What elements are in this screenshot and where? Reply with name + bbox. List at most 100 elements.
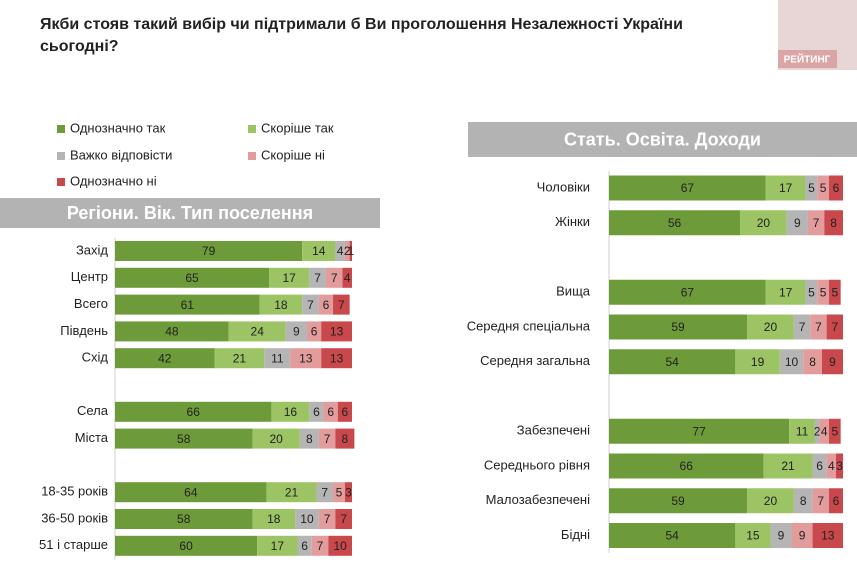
bar-segment: [325, 267, 343, 288]
value-label: 1: [347, 244, 354, 258]
value-label: 61: [181, 298, 195, 312]
bar-segment: [333, 482, 345, 503]
bar-segment: [826, 314, 843, 340]
bar-segment: [765, 175, 806, 201]
bar-segment: [337, 401, 352, 422]
section-header-box: [0, 198, 380, 228]
bar-segment: [271, 401, 310, 422]
value-label: 16: [284, 405, 298, 419]
bar-segment: [828, 418, 841, 444]
value-label: 18: [274, 298, 288, 312]
value-label: 24: [251, 325, 265, 339]
bar-segment: [318, 294, 334, 315]
value-label: 14: [312, 244, 326, 258]
value-label: 10: [785, 355, 799, 369]
value-label: 65: [185, 271, 199, 285]
bar-segment: [228, 321, 286, 342]
value-label: 13: [299, 351, 313, 365]
bar-segment: [812, 453, 827, 479]
bar-segment: [318, 428, 336, 449]
bar-segment: [817, 279, 829, 305]
value-label: 7: [321, 485, 328, 499]
value-label: 8: [830, 216, 837, 230]
value-label: 11: [796, 424, 809, 438]
value-label: 3: [836, 459, 843, 473]
category-label: Вища: [556, 284, 591, 299]
legend-swatch: [57, 125, 65, 133]
bar-segment: [609, 175, 766, 201]
title: Якби стояв такий вибір чи підтримали б В…: [40, 16, 683, 55]
category-label: Жінки: [555, 214, 590, 229]
section-header: Регіони. Вік. Тип поселення: [67, 203, 313, 223]
bar-segment: [803, 349, 822, 375]
value-label: 8: [800, 494, 807, 508]
value-label: 6: [833, 181, 840, 195]
value-label: 5: [831, 424, 838, 438]
value-label: 7: [817, 494, 824, 508]
value-label: 6: [816, 459, 823, 473]
value-label: 58: [177, 432, 191, 446]
value-label: 6: [313, 405, 320, 419]
category-label: Бідні: [561, 527, 590, 542]
bar-segment: [115, 401, 272, 422]
bar-segment: [747, 488, 794, 514]
legend-swatch: [57, 178, 65, 186]
bar-segment: [269, 267, 310, 288]
value-label: 66: [680, 459, 694, 473]
bar-segment: [765, 279, 806, 305]
bar-segment: [115, 535, 258, 556]
value-label: 7: [831, 320, 838, 334]
bar-segment: [309, 401, 324, 422]
category-label: Всего: [74, 296, 108, 311]
value-label: 20: [269, 432, 283, 446]
bar-segment: [266, 482, 317, 503]
value-label: 7: [331, 271, 338, 285]
bar-segment: [349, 241, 352, 261]
value-label: 17: [271, 539, 285, 553]
category-label: Забезпечені: [517, 423, 590, 438]
bar-segment: [295, 509, 319, 529]
value-label: 7: [340, 512, 347, 526]
value-label: 18: [267, 512, 281, 526]
value-label: 5: [820, 285, 827, 299]
bar-segment: [609, 418, 790, 444]
bar-segment: [333, 294, 350, 315]
category-label: Центр: [71, 269, 108, 284]
value-label: 66: [187, 405, 201, 419]
bar-segment: [793, 314, 811, 340]
value-label: 7: [324, 512, 331, 526]
bar-segment: [779, 349, 804, 375]
bar-segment: [264, 348, 291, 369]
logo-band: [778, 50, 837, 68]
value-label: 67: [681, 285, 695, 299]
bar-segment: [285, 321, 307, 342]
value-label: 19: [751, 355, 765, 369]
value-label: 13: [821, 529, 835, 543]
bar-segment: [810, 314, 827, 340]
category-label: Чоловіки: [537, 179, 590, 194]
value-label: 5: [808, 285, 815, 299]
value-label: 67: [681, 181, 695, 195]
value-label: 6: [323, 298, 330, 312]
category-label: Середня загальна: [480, 353, 591, 368]
bar-segment: [311, 535, 329, 556]
bar-segment: [817, 175, 829, 201]
bar-segment: [115, 241, 303, 261]
category-label: Схід: [82, 350, 109, 365]
logo: РЕЙТИНГ: [784, 53, 831, 66]
value-label: 5: [820, 181, 827, 195]
value-label: 59: [671, 320, 685, 334]
bar-segment: [299, 428, 319, 449]
bar-segment: [805, 279, 818, 305]
bar-segment: [735, 523, 771, 548]
value-label: 58: [177, 512, 191, 526]
bar-segment: [770, 523, 792, 548]
category-label: 51 і старше: [39, 537, 108, 552]
category-label: 18-35 років: [41, 484, 108, 499]
value-label: 6: [342, 405, 349, 419]
bar-segment: [826, 453, 836, 479]
bar-segment: [297, 535, 312, 556]
category-label: Середнього рівня: [484, 457, 590, 472]
